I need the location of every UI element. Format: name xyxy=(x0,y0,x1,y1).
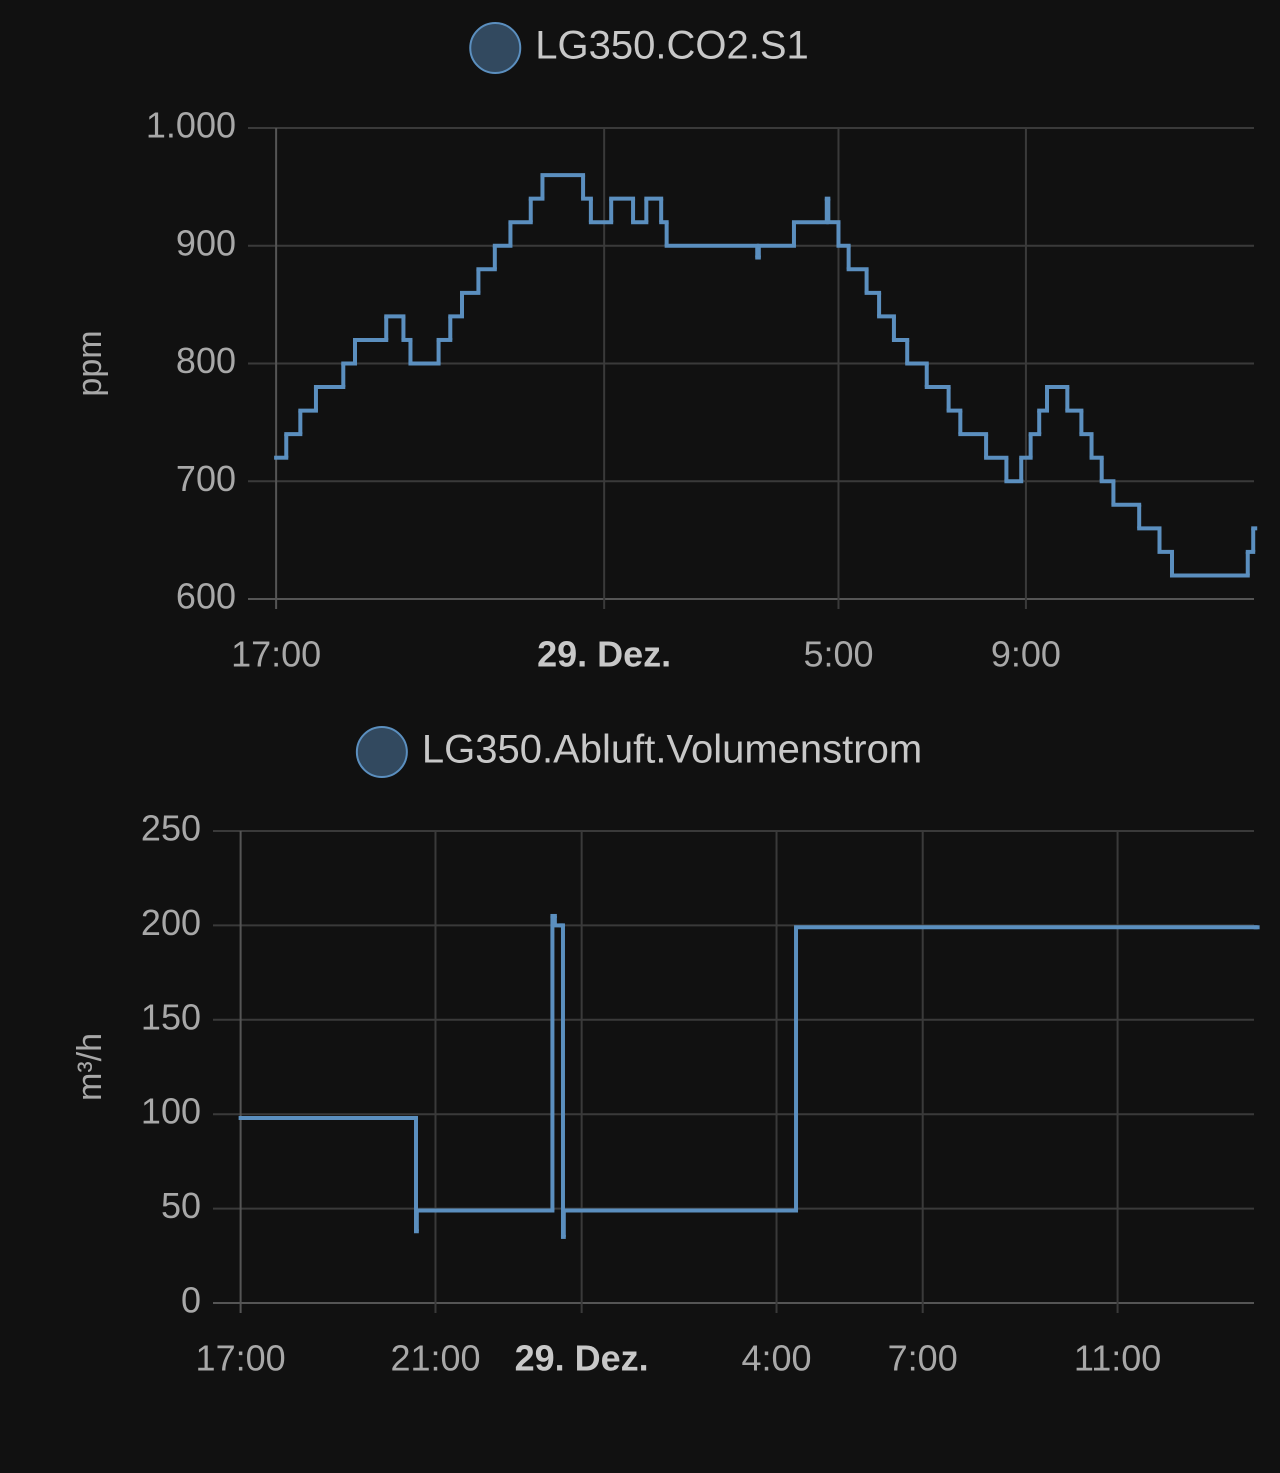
x-tick-label: 9:00 xyxy=(991,634,1061,675)
y-tick-label: 800 xyxy=(176,340,236,381)
legend-label: LG350.CO2.S1 xyxy=(535,24,809,68)
x-tick-label: 5:00 xyxy=(803,634,873,675)
x-tick-label: 4:00 xyxy=(741,1338,811,1379)
legend-marker xyxy=(469,22,522,74)
y-axis-label: ppm xyxy=(71,330,109,396)
x-tick-label: 29. Dez. xyxy=(537,634,671,675)
y-tick-label: 150 xyxy=(141,996,201,1037)
y-tick-label: 1.000 xyxy=(146,105,236,146)
x-tick-label: 21:00 xyxy=(390,1338,480,1379)
x-tick-label: 29. Dez. xyxy=(515,1338,649,1379)
x-tick-label: 11:00 xyxy=(1074,1338,1161,1379)
y-tick-label: 700 xyxy=(176,458,236,499)
y-tick-label: 900 xyxy=(176,222,236,263)
y-axis-label: m³/h xyxy=(71,1033,109,1101)
x-tick-label: 7:00 xyxy=(888,1338,958,1379)
x-tick-label: 17:00 xyxy=(196,1338,286,1379)
legend-label: LG350.Abluft.Volumenstrom xyxy=(422,728,922,772)
y-tick-label: 200 xyxy=(141,902,201,943)
y-tick-label: 0 xyxy=(181,1280,201,1321)
x-tick-label: 17:00 xyxy=(231,634,321,675)
y-tick-label: 600 xyxy=(176,576,236,617)
legend-marker xyxy=(355,726,408,778)
y-tick-label: 50 xyxy=(161,1185,201,1226)
y-tick-label: 100 xyxy=(141,1091,201,1132)
y-tick-label: 250 xyxy=(141,808,201,849)
